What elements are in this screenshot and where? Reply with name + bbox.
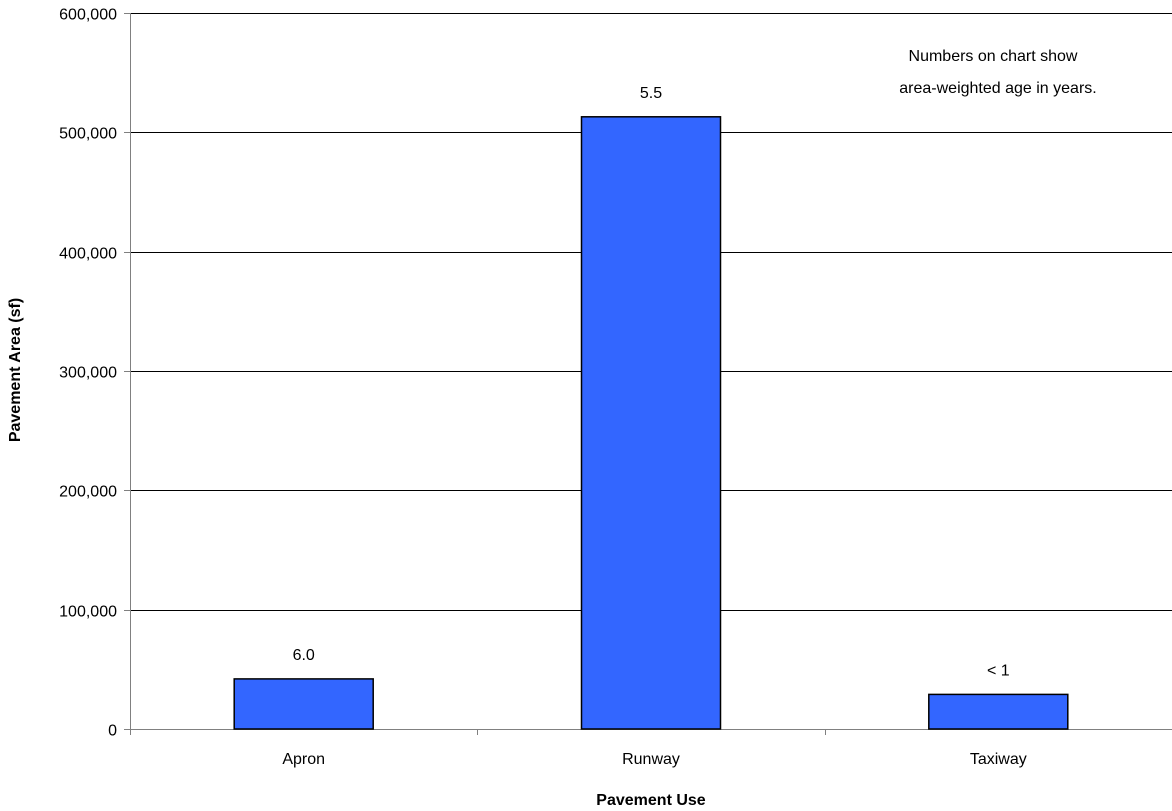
x-axis-title: Pavement Use <box>596 792 705 809</box>
y-tick-label: 300,000 <box>59 365 117 382</box>
y-tick-label: 600,000 <box>59 7 117 24</box>
data-label-taxiway: < 1 <box>987 662 1010 679</box>
x-tick-label: Apron <box>282 751 325 768</box>
y-tick-label: 0 <box>108 723 117 740</box>
y-tick-label: 400,000 <box>59 246 117 263</box>
bar-apron <box>233 678 374 730</box>
tick-labels: 0 100,000 200,000 300,000 400,000 500,000 600,… <box>59 7 1027 769</box>
data-labels: 6.0 5.5 < 1 <box>293 85 1010 680</box>
bars <box>233 116 1069 730</box>
y-tick-label: 200,000 <box>59 484 117 501</box>
data-label-runway: 5.5 <box>640 85 662 102</box>
data-label-apron: 6.0 <box>293 647 315 664</box>
y-tick-label: 100,000 <box>59 604 117 621</box>
bar-runway <box>580 116 722 730</box>
y-axis-title: Pavement Area (sf) <box>7 298 24 442</box>
x-tick-label: Taxiway <box>970 751 1027 768</box>
annotation-line-2: area-weighted age in years. <box>899 80 1096 97</box>
y-tick-label: 500,000 <box>59 126 117 143</box>
chart-annotation: Numbers on chart show area-weighted age … <box>899 48 1096 97</box>
x-tick-label: Runway <box>622 751 680 768</box>
annotation-line-1: Numbers on chart show <box>909 48 1078 65</box>
bar-taxiway <box>928 693 1069 730</box>
